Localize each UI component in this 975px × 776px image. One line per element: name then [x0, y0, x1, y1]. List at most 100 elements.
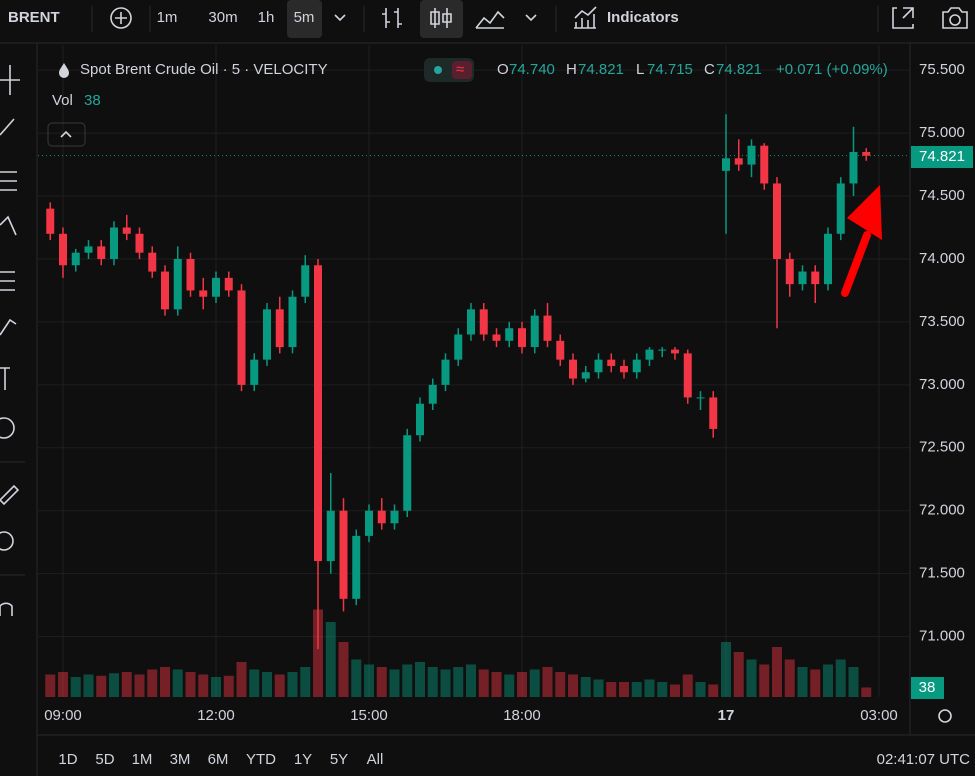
volume-bar [376, 667, 387, 697]
range-button[interactable]: 5Y [330, 751, 348, 768]
emoji-tool[interactable] [0, 417, 15, 439]
volume-bar [185, 672, 196, 697]
x-tick-label: 09:00 [44, 707, 82, 724]
annotation-arrowhead [847, 185, 882, 240]
range-button[interactable]: 1Y [294, 751, 312, 768]
volume-label: Vol [52, 92, 73, 109]
brush-tool[interactable] [0, 318, 17, 336]
candle-body [607, 359, 616, 366]
indicators-button[interactable]: Indicators [607, 9, 679, 26]
line-tool[interactable] [0, 118, 15, 136]
volume-bar [517, 672, 527, 697]
interval[interactable]: 1m [157, 9, 178, 26]
candle-body [212, 277, 220, 297]
crosshair-tool[interactable] [0, 65, 20, 95]
camera-icon[interactable] [942, 7, 968, 29]
data-status-icon: ≈ [456, 61, 464, 78]
candle-body [785, 258, 794, 285]
range-button[interactable]: 5D [95, 751, 114, 768]
indicators-icon[interactable] [574, 6, 597, 29]
style-menu[interactable] [525, 14, 537, 22]
y-tick-label: 72.500 [919, 439, 965, 456]
interval[interactable]: 1h [258, 9, 275, 26]
fib-tool[interactable] [0, 171, 17, 191]
settings-icon[interactable] [938, 709, 952, 723]
range-button[interactable]: 1M [132, 751, 153, 768]
ohlc-change: +0.071 (+0.09%) [776, 61, 888, 78]
candle-body [161, 271, 169, 310]
magnet-tool[interactable] [0, 602, 13, 616]
ruler-tool[interactable] [0, 484, 20, 506]
interval[interactable]: 30m [208, 9, 237, 26]
candles-icon[interactable] [430, 8, 452, 28]
volume-bar [478, 669, 489, 697]
candle-body [479, 309, 488, 335]
candle-body [390, 510, 399, 524]
range-button[interactable]: 3M [170, 751, 191, 768]
symbol[interactable]: BRENT [8, 9, 60, 26]
share-icon[interactable] [892, 7, 914, 29]
add-symbol-plus [115, 12, 127, 24]
x-tick-label: 12:00 [197, 707, 235, 724]
candle-body [671, 349, 679, 354]
zoom-tool[interactable] [0, 531, 14, 551]
volume-bar [109, 673, 119, 697]
range-button[interactable]: YTD [246, 751, 276, 768]
volume-bar [861, 687, 872, 697]
forecast-tool[interactable] [0, 271, 15, 291]
volume-bar [198, 674, 209, 697]
ohlc-label: O [497, 61, 509, 78]
interval-menu[interactable] [334, 14, 346, 22]
candle-body [505, 328, 514, 341]
y-tick-label: 74.500 [919, 187, 965, 204]
volume-bar [415, 662, 425, 697]
ohlc-value: 74.740 [509, 61, 555, 78]
interval[interactable]: 5m [294, 9, 315, 26]
bars-icon[interactable] [382, 8, 402, 28]
candle-body [594, 359, 603, 373]
volume-bar [96, 675, 107, 697]
candle-body [301, 265, 310, 297]
y-tick-label: 71.000 [919, 628, 965, 645]
pattern-tool[interactable] [0, 215, 17, 236]
candle-body [849, 151, 858, 184]
y-tick-label: 75.500 [919, 61, 965, 78]
candle-body [199, 290, 208, 297]
legend-title: Spot Brent Crude Oil · 5 · VELOCITY [80, 61, 328, 78]
candle-body [543, 315, 552, 341]
candle-body [46, 208, 55, 234]
volume-bar [529, 669, 540, 697]
ohlc-value: 74.715 [647, 61, 693, 78]
ohlc-label: H [566, 61, 577, 78]
text-tool[interactable] [0, 367, 10, 390]
price-tag [911, 146, 973, 168]
x-tick-label: 15:00 [350, 707, 388, 724]
volume-bar [631, 682, 642, 697]
candle-body [658, 349, 667, 351]
candle-body [556, 340, 565, 360]
active-style-bg [420, 0, 463, 38]
range-button[interactable]: All [367, 751, 384, 768]
candle-body [862, 151, 871, 156]
volume-bar [466, 664, 476, 697]
candle-body [122, 227, 131, 234]
volume-bar [580, 677, 591, 697]
volume-bar [440, 669, 451, 697]
range-button[interactable]: 1D [58, 751, 77, 768]
volume-bar [83, 674, 94, 697]
add-symbol-icon[interactable] [110, 7, 132, 29]
price-tag-label: 74.821 [919, 148, 965, 165]
volume-bar [555, 672, 566, 697]
range-button[interactable]: 6M [208, 751, 229, 768]
candle-body [263, 309, 271, 360]
collapse-legend[interactable] [47, 122, 86, 147]
volume-bar [249, 669, 260, 697]
y-tick-label: 74.000 [919, 250, 965, 267]
clock[interactable]: 02:41:07 UTC [877, 751, 971, 768]
candle-body [326, 510, 335, 562]
area-icon[interactable] [475, 10, 505, 29]
collapse-icon [60, 130, 72, 138]
volume-bar [491, 672, 502, 697]
volume-bar [236, 662, 247, 697]
